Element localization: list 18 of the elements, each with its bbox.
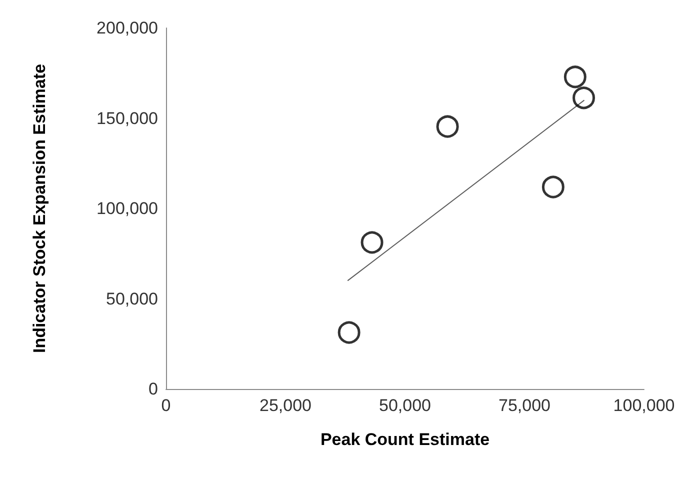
x-tick-label: 0 [161,396,171,415]
point [572,86,596,110]
point [360,231,384,254]
y-tick-label: 150,000 [96,108,158,128]
y-tick-label: 100,000 [96,199,158,218]
point [542,176,564,198]
x-tick-label: 25,000 [260,396,312,415]
point [564,66,586,88]
x-axis-title: Peak Count Estimate [320,430,490,449]
point [436,115,459,138]
point [338,321,360,344]
x-tick-label: 75,000 [498,396,550,415]
y-tick-label: 0 [148,380,158,398]
x-tick-label: 100,000 [613,396,675,415]
y-tick-label: 50,000 [106,289,158,308]
y-axis-title: Indicator Stock Expansion Estimate [30,64,49,354]
y-tick-label: 200,000 [96,18,158,38]
x-tick-label: 50,000 [379,396,431,415]
